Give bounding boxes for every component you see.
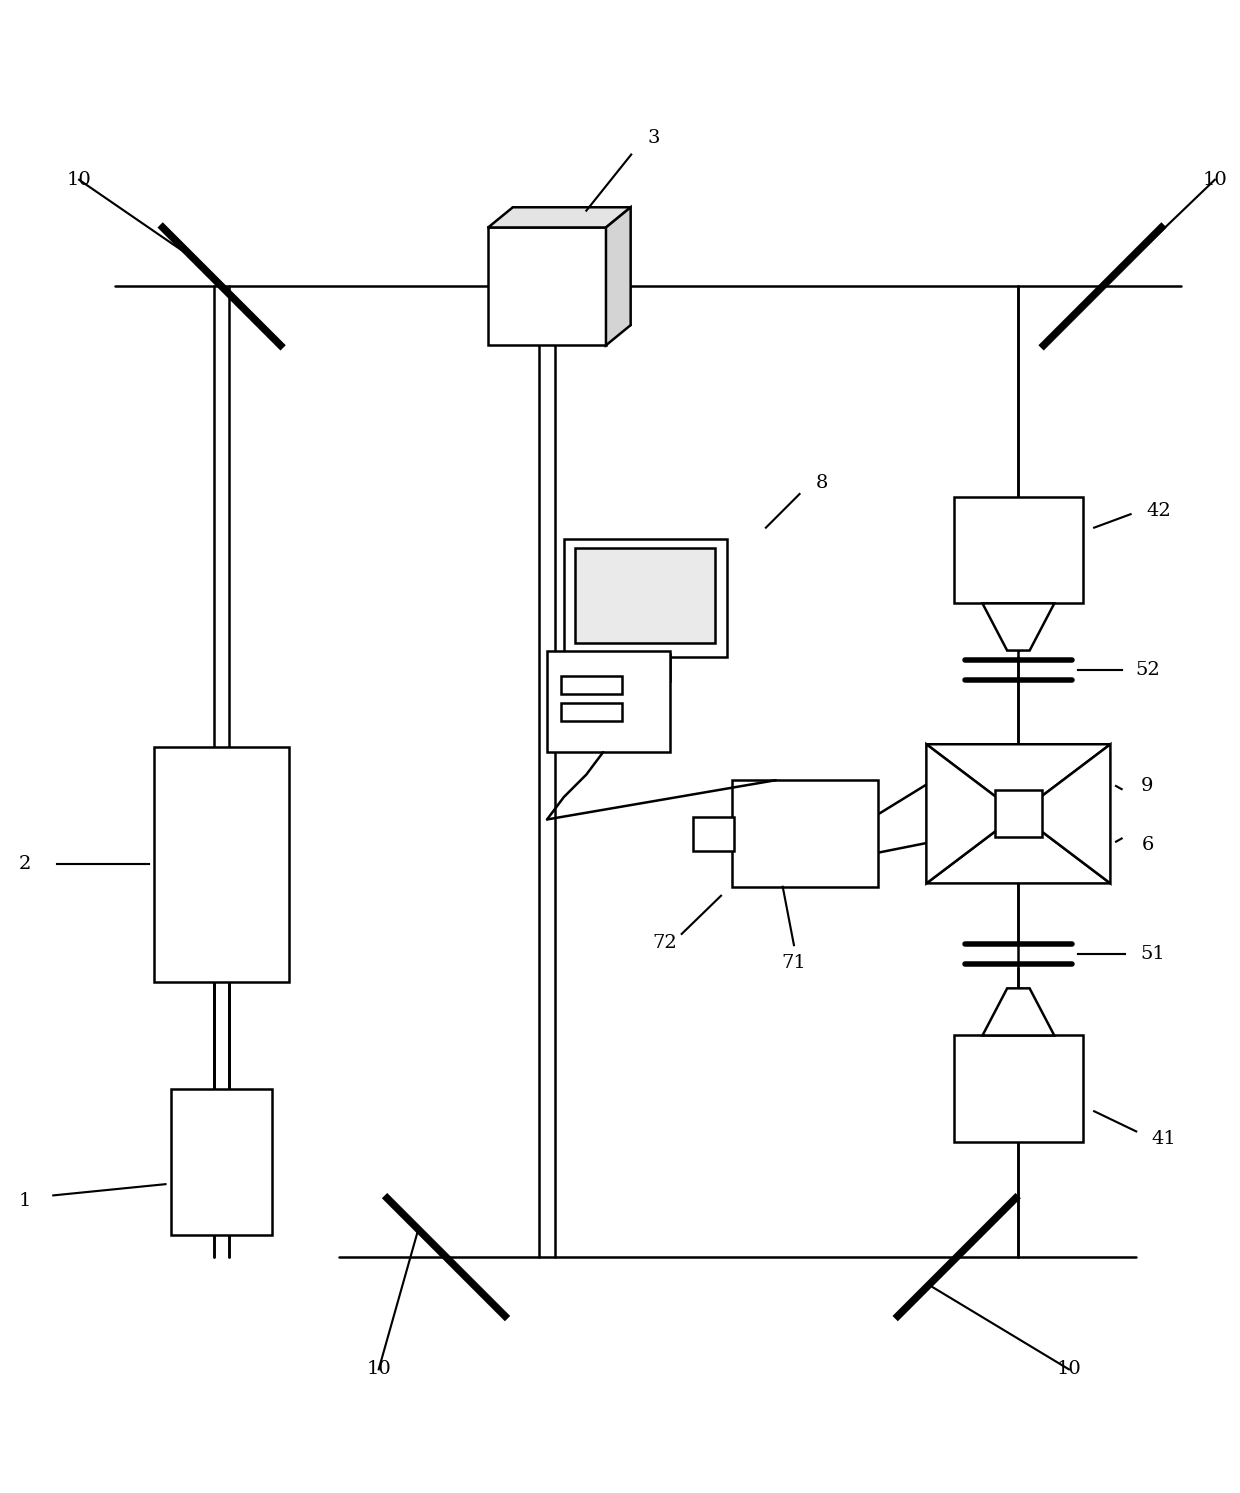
Polygon shape [926,814,1110,884]
Text: 6: 6 [1141,836,1153,854]
Bar [693,817,734,851]
Bar [171,1088,272,1235]
Polygon shape [926,744,1018,884]
Polygon shape [982,603,1054,651]
Polygon shape [982,988,1054,1036]
Bar [154,746,289,982]
Bar [621,654,670,681]
Bar [564,539,727,657]
Polygon shape [1018,744,1110,884]
Polygon shape [926,744,1110,814]
Bar [994,790,1042,838]
Text: 8: 8 [816,473,828,491]
Text: 71: 71 [781,954,806,972]
Text: 72: 72 [652,935,677,953]
Text: 52: 52 [1135,661,1159,679]
Text: 10: 10 [67,170,92,188]
Text: 3: 3 [647,128,660,146]
Polygon shape [606,208,631,345]
Bar [954,1036,1083,1142]
Text: 1: 1 [19,1191,31,1209]
Bar [547,651,671,752]
Bar [575,548,715,643]
Text: 10: 10 [1203,170,1228,188]
Text: 9: 9 [1141,776,1153,794]
Text: 42: 42 [1146,502,1171,520]
Text: 51: 51 [1141,945,1166,963]
Bar [489,227,606,345]
Polygon shape [489,208,631,227]
Bar [560,676,622,694]
Text: 10: 10 [1056,1360,1081,1378]
Text: 2: 2 [19,855,31,873]
Bar [954,497,1083,603]
Text: 41: 41 [1152,1130,1177,1148]
Bar [733,781,878,887]
Text: 10: 10 [366,1360,391,1378]
Bar [560,703,622,721]
